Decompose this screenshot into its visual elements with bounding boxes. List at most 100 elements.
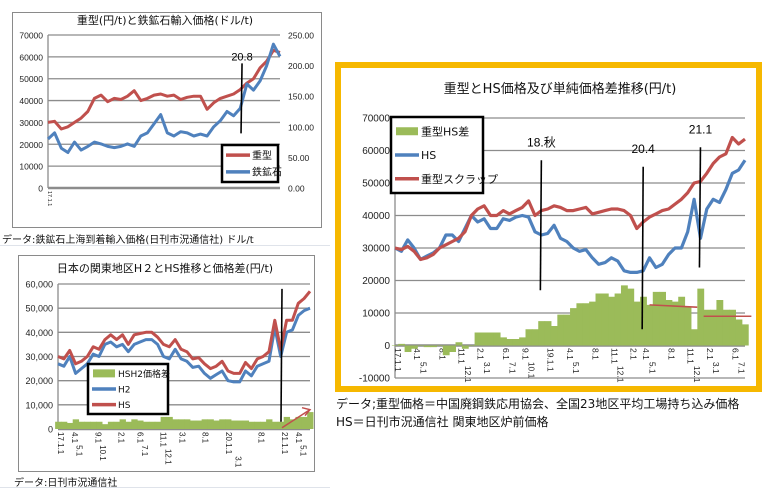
- annotation-label: 20.8: [231, 51, 252, 63]
- x-tick-label: 10.1: [98, 445, 107, 461]
- x-tick-label: 9.1: [93, 432, 102, 444]
- y-right-tick-label: 250.00: [288, 31, 314, 41]
- bar-重型HS差: [671, 301, 679, 346]
- x-tick-label: 3.1: [177, 432, 186, 444]
- x-tick-label: 6.1: [135, 432, 144, 444]
- y-tick-label: 50000: [19, 74, 43, 84]
- bar-重型HS差: [652, 291, 660, 346]
- legend-box: [220, 143, 280, 184]
- series-line-HS: [394, 159, 747, 274]
- x-tick-label: 8.1: [590, 348, 600, 360]
- trend-arrow: [281, 409, 311, 429]
- bar-HSH2価格差: [283, 416, 291, 429]
- bar-HSH2価格差: [307, 412, 314, 429]
- bar-HSH2価格差: [102, 424, 109, 429]
- bar-HSH2価格差: [178, 419, 185, 429]
- y-tick-label: 40000: [19, 96, 43, 106]
- bar-重型HS差: [538, 321, 546, 346]
- x-tick-label: 5.1: [299, 445, 308, 457]
- x-tick-label: 12.1: [163, 449, 172, 465]
- x-tick-label: 5.1: [418, 362, 428, 374]
- bar-重型HS差: [722, 309, 730, 346]
- bar-重型HS差: [436, 345, 444, 346]
- bar-HSH2価格差: [266, 419, 273, 429]
- x-tick-label: 21.1.1: [280, 432, 289, 455]
- bar-重型HS差: [506, 339, 514, 346]
- x-tick-label: 2.1: [705, 348, 715, 360]
- x-tick-label: 5.1: [571, 362, 581, 374]
- x-tick-label: 11.1: [686, 348, 696, 364]
- bar-重型HS差: [493, 332, 501, 346]
- bar-重型HS差: [570, 308, 577, 346]
- bar-重型HS差: [525, 329, 533, 346]
- series-line-重型スクラップ: [394, 135, 746, 261]
- y-tick-label: 10,000: [25, 400, 53, 410]
- bar-重型HS差: [531, 329, 539, 346]
- legend-label: 重型: [252, 149, 272, 162]
- x-tick-label: 12.1: [616, 366, 626, 383]
- y-tick-label: 20,000: [25, 376, 53, 386]
- bar-HSH2価格差: [96, 421, 103, 429]
- bar-HSH2価格差: [107, 421, 115, 429]
- bar-重型HS差: [633, 301, 641, 346]
- bar-重型HS差: [640, 296, 647, 346]
- bar-HSH2価格差: [125, 421, 132, 429]
- bar-重型HS差: [423, 345, 431, 348]
- bar-HSH2価格差: [184, 419, 191, 429]
- x-tick-label: 2.1: [628, 348, 638, 360]
- bar-HSH2価格差: [137, 420, 144, 429]
- x-tick-label: 10.1: [527, 362, 537, 379]
- bar-HSH2価格差: [119, 419, 126, 429]
- bar-HSH2価格差: [143, 421, 150, 429]
- bar-重型HS差: [716, 300, 724, 346]
- y-tick-label: 60000: [362, 146, 390, 157]
- x-tick-label: 4.1: [294, 432, 303, 444]
- chart-panel-scrap-vs-iron-ore: [12, 12, 322, 228]
- bar-HSH2価格差: [60, 421, 68, 429]
- x-tick-label: 3.1: [482, 362, 492, 374]
- annotation-label: 20.4: [632, 142, 656, 156]
- bar-重型HS差: [461, 345, 469, 349]
- y-tick-label: 0: [384, 341, 390, 352]
- bar-重型HS差: [480, 332, 488, 346]
- x-tick-label: 3.1: [233, 456, 242, 468]
- y-tick-label: 70000: [19, 31, 43, 41]
- bar-重型HS差: [608, 296, 616, 346]
- bar-HSH2価格差: [213, 420, 220, 429]
- bar-HSH2価格差: [254, 421, 261, 429]
- x-tick-label: 7.1: [140, 445, 149, 457]
- bar-HSH2価格差: [166, 416, 173, 429]
- bar-重型HS差: [455, 342, 463, 346]
- bar-重型HS差: [404, 345, 412, 352]
- bar-重型HS差: [563, 314, 571, 346]
- bar-HSH2価格差: [172, 419, 179, 429]
- annotation-line: [641, 166, 644, 330]
- y-right-tick-label: 200.00: [288, 61, 314, 71]
- bar-重型HS差: [550, 326, 558, 346]
- bar-重型HS差: [614, 293, 622, 346]
- bar-重型HS差: [474, 332, 482, 346]
- chart-title: 日本の関東地区H２とHS推移と価格差(円/t): [57, 261, 273, 275]
- legend-label: HS: [118, 401, 131, 411]
- bar-HSH2価格差: [201, 419, 208, 429]
- annotation-line: [539, 160, 543, 291]
- x-tick-label: 3.1: [711, 362, 721, 374]
- chart1-caption: データ:鉄鉱石上海到着輸入価格(日刊市況通信社) ドル/t: [2, 235, 254, 246]
- bar-HSH2価格差: [195, 420, 203, 429]
- y-tick-label: 0: [38, 184, 43, 194]
- x-tick-label: 7.1: [737, 362, 747, 374]
- bar-重型HS差: [391, 345, 399, 346]
- annotation-line: [280, 288, 283, 422]
- x-tick-label: 11.1: [609, 348, 619, 364]
- bar-重型HS差: [576, 303, 584, 346]
- bar-HSH2価格差: [66, 422, 74, 429]
- bar-重型HS差: [468, 345, 476, 346]
- bar-重型HS差: [690, 329, 698, 346]
- x-tick-label: 7.1: [508, 362, 518, 374]
- y-tick-label: 60000: [19, 52, 43, 62]
- bar-重型HS差: [646, 304, 654, 346]
- annotation-line: [240, 63, 243, 134]
- y-tick-label: 20000: [19, 140, 43, 150]
- x-tick-label: 20.1.1: [224, 432, 233, 455]
